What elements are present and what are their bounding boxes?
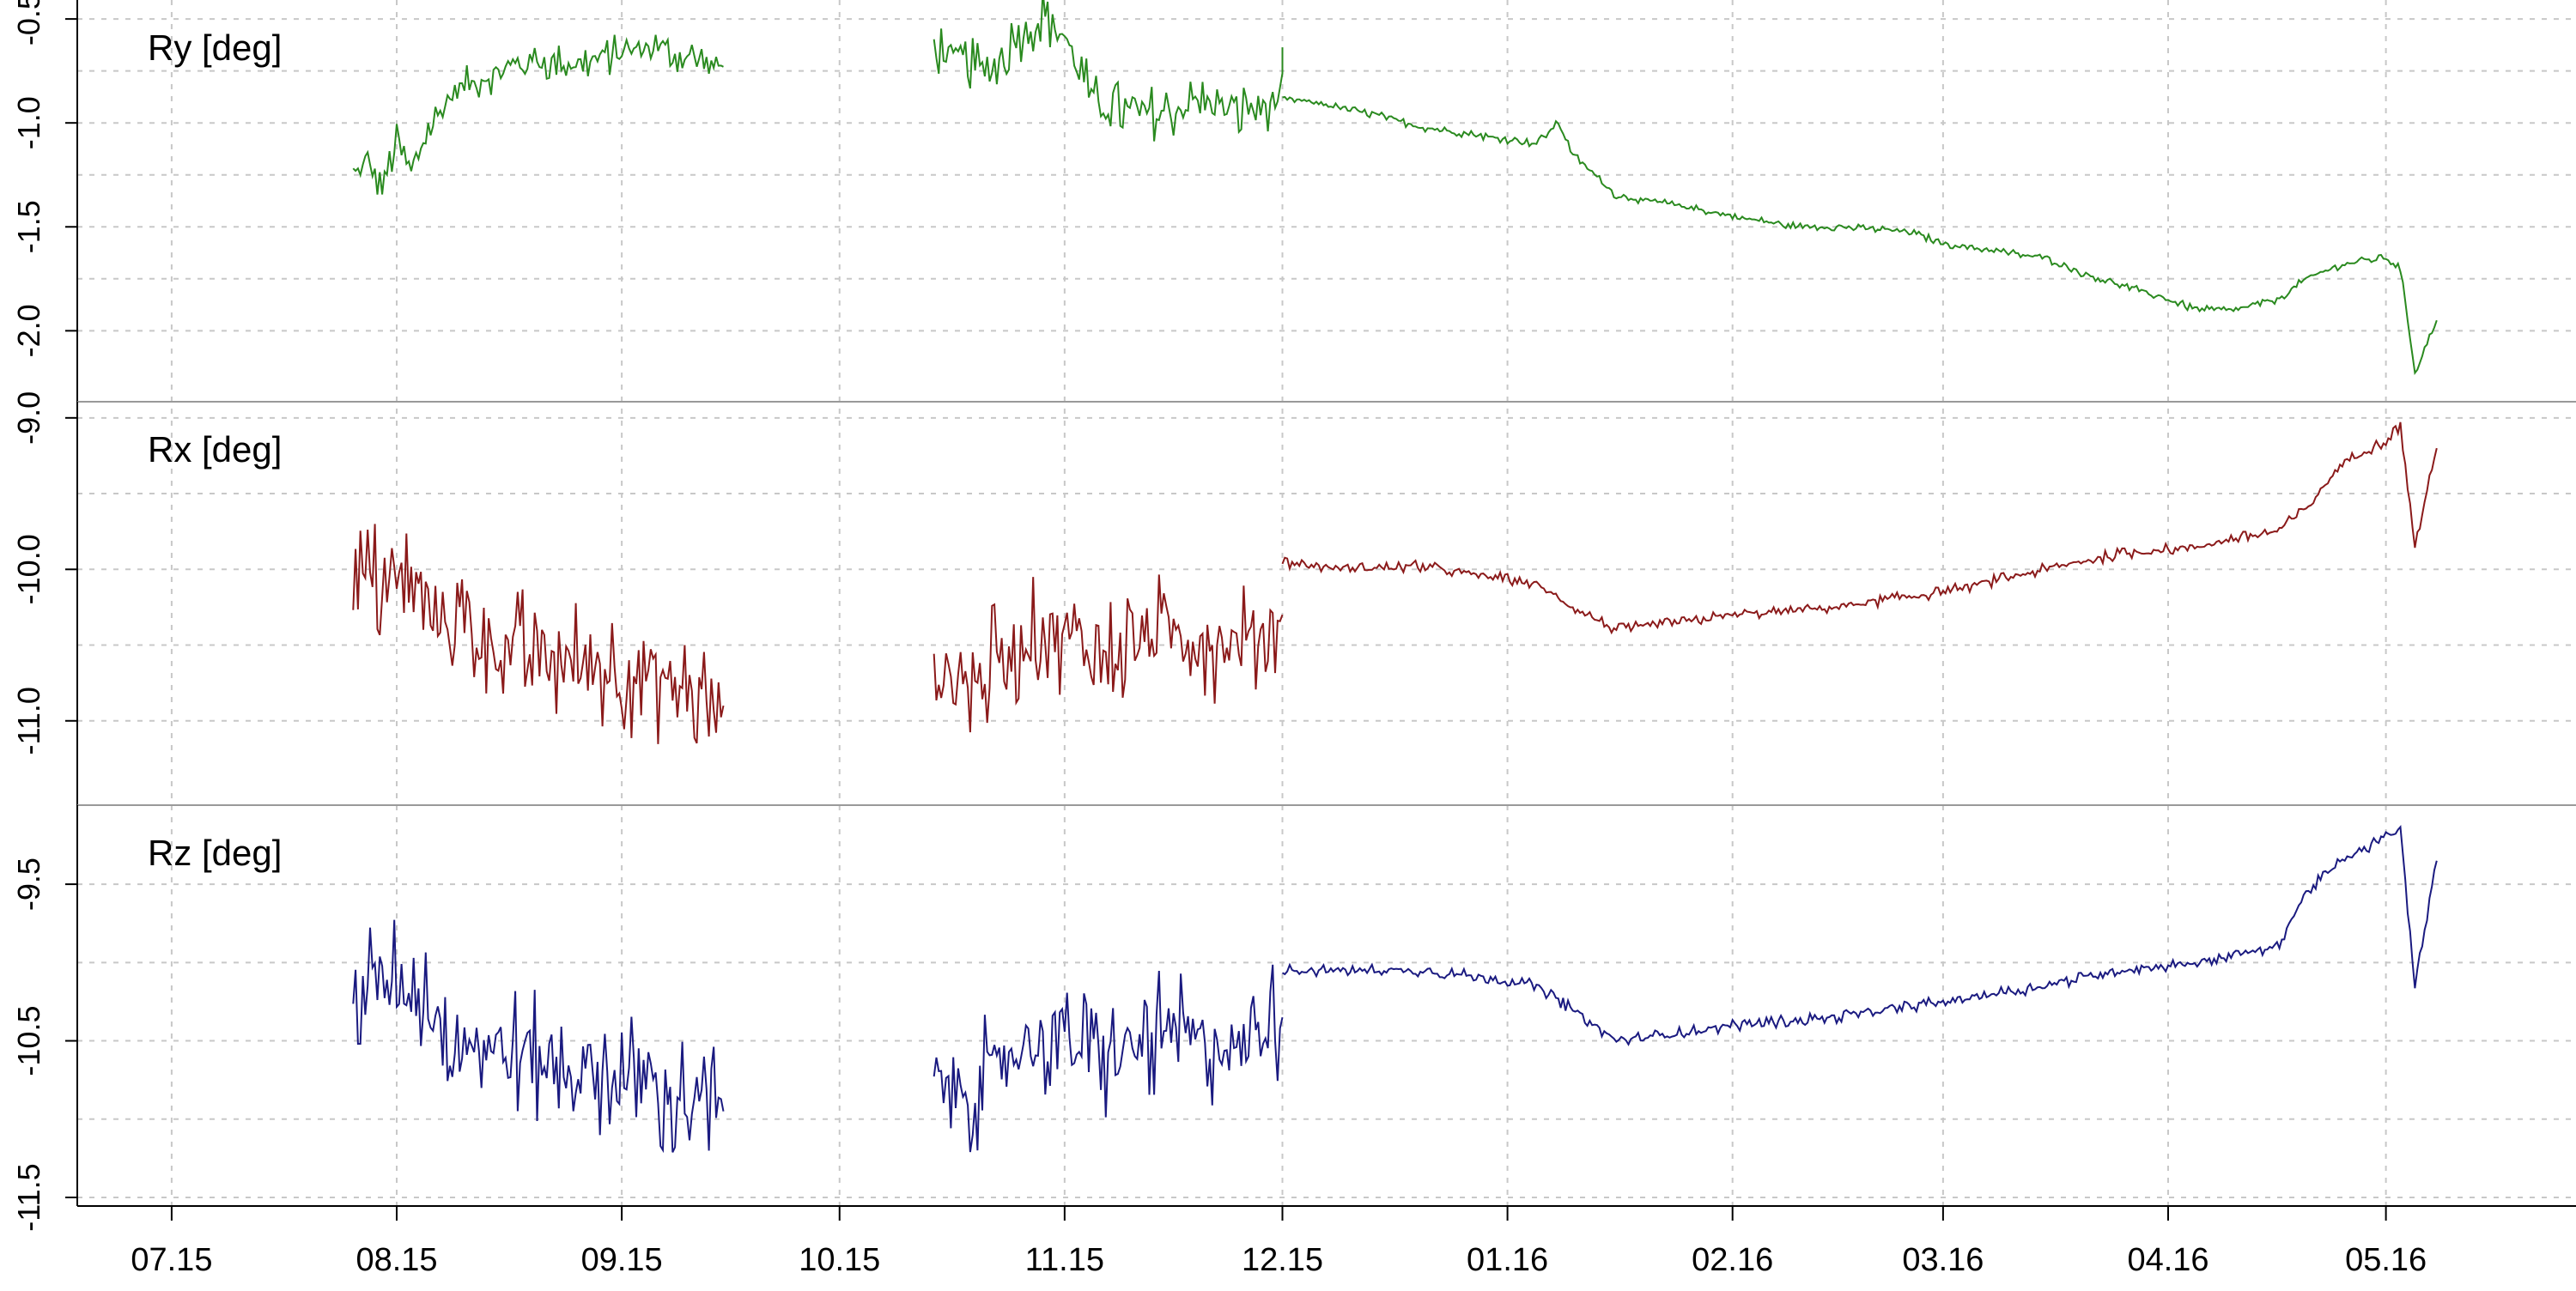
x-tick-label: 01.16 (1467, 1242, 1548, 1278)
x-tick-label: 03.16 (1902, 1242, 1984, 1278)
series-line (352, 919, 725, 1154)
x-tick-label: 12.15 (1242, 1242, 1323, 1278)
x-tick-label: 08.15 (355, 1242, 437, 1278)
y-tick-label: -9.0 (11, 391, 46, 445)
y-tick-label: -2.0 (11, 304, 46, 357)
series-line (1281, 824, 2438, 1046)
y-tick-label: -1.5 (11, 200, 46, 253)
y-tick-label: -1.0 (11, 96, 46, 149)
panel-label: Rz [deg] (148, 833, 282, 873)
x-tick-label: 02.16 (1692, 1242, 1773, 1278)
series-line (933, 964, 1284, 1153)
series-line (352, 524, 725, 744)
series-line (1281, 421, 2438, 635)
y-tick-label: -9.5 (11, 858, 46, 911)
y-tick-label: -11.5 (11, 1163, 46, 1231)
x-tick-label: 11.15 (1025, 1242, 1104, 1278)
y-tick-label: -11.0 (11, 687, 46, 755)
panel-label: Ry [deg] (148, 27, 282, 68)
series-line (933, 574, 1284, 733)
series-line (352, 34, 724, 195)
y-tick-label: -10.5 (11, 1006, 46, 1076)
x-tick-label: 07.15 (131, 1242, 212, 1278)
x-tick-label: 05.16 (2345, 1242, 2427, 1278)
series-line (933, 0, 1284, 142)
x-tick-label: 09.15 (581, 1242, 663, 1278)
y-tick-label: -0.5 (11, 0, 46, 45)
x-tick-label: 04.16 (2127, 1242, 2208, 1278)
panel-label: Rx [deg] (148, 429, 282, 470)
series-line (1282, 95, 2438, 376)
x-tick-label: 10.15 (799, 1242, 880, 1278)
y-tick-label: -10.0 (11, 534, 46, 604)
